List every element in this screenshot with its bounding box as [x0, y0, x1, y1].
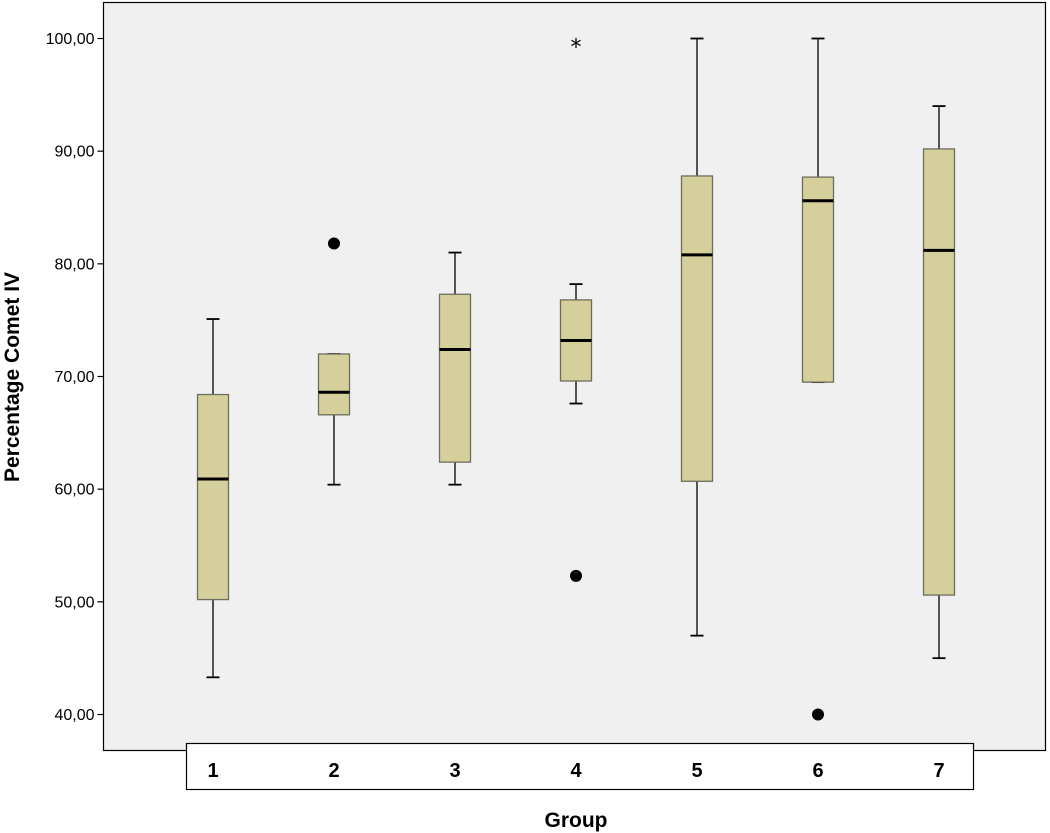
outlier-point	[328, 237, 340, 250]
box-iqr	[438, 293, 472, 463]
x-axis-title: Group	[545, 809, 608, 832]
x-axis-categories: 1 2 3 4 5 6 7	[207, 760, 944, 782]
box-group-7	[922, 105, 956, 660]
outlier-point	[570, 569, 582, 582]
box-group-2	[317, 237, 351, 486]
x-category-label: 6	[812, 760, 823, 782]
y-axis-title: Percentage Comet IV	[1, 272, 24, 482]
x-category-label: 1	[207, 760, 218, 782]
box-group-1	[196, 318, 230, 679]
x-category-label: 7	[933, 760, 944, 782]
y-tick-label: 40,00	[54, 707, 94, 724]
box-iqr	[196, 393, 230, 601]
y-tick-label: 90,00	[54, 144, 94, 161]
y-tick-label: 80,00	[54, 256, 94, 273]
box-iqr	[801, 176, 835, 383]
y-tick-label: 100,00	[46, 31, 95, 48]
x-category-label: 5	[691, 760, 702, 782]
box-iqr	[317, 353, 351, 416]
outlier-point	[812, 708, 824, 721]
x-category-label: 3	[449, 760, 460, 782]
box-group-5	[680, 37, 714, 637]
category-label-box	[185, 742, 975, 791]
y-tick-label: 60,00	[54, 482, 94, 499]
x-category-label: 4	[570, 760, 582, 782]
box-group-6	[801, 37, 835, 721]
box-group-4: *	[559, 35, 593, 582]
box-series: *	[196, 35, 956, 721]
y-tick-label: 70,00	[54, 369, 94, 386]
extreme-point: *	[571, 35, 582, 60]
x-category-label: 2	[328, 760, 339, 782]
y-axis: 40,00 50,00 60,00 70,00 80,00 90,00 100,00	[46, 31, 104, 724]
box-iqr	[680, 175, 714, 482]
box-iqr	[922, 148, 956, 596]
box-group-3	[438, 251, 472, 486]
y-tick-label: 50,00	[54, 594, 94, 611]
